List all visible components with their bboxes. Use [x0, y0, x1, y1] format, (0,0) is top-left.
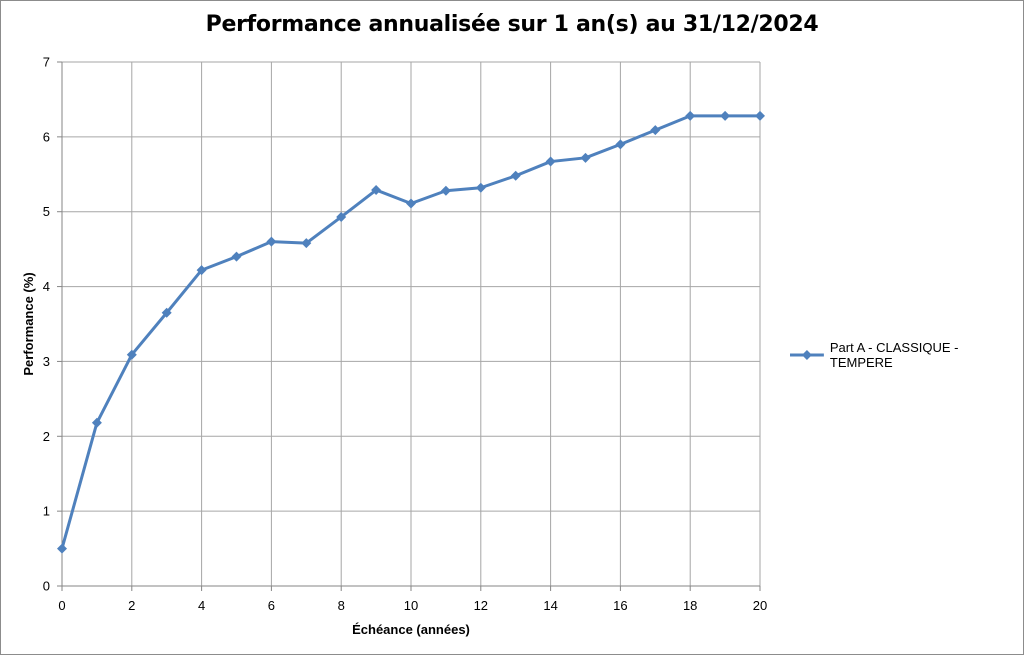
data-point-marker — [336, 211, 347, 222]
data-point-marker — [510, 170, 521, 181]
data-point-marker — [755, 110, 765, 121]
data-point-marker — [57, 543, 67, 554]
legend-series-label: Part A - CLASSIQUE - TEMPERE — [829, 340, 959, 370]
data-point-marker — [371, 185, 382, 196]
data-point-marker — [475, 182, 486, 193]
x-tick-label: 10 — [404, 598, 418, 613]
data-point-marker — [720, 110, 731, 121]
y-tick-label: 3 — [43, 354, 50, 369]
data-point-marker — [440, 185, 451, 196]
y-tick-label: 0 — [43, 579, 50, 594]
x-axis-title: Échéance (années) — [352, 622, 470, 637]
y-axis-title: Performance (%) — [21, 272, 36, 375]
data-point-marker — [126, 349, 137, 360]
data-point-marker — [266, 236, 277, 247]
x-tick-label: 20 — [753, 598, 767, 613]
x-tick-label: 8 — [338, 598, 345, 613]
data-point-marker — [685, 110, 696, 121]
legend: Part A - CLASSIQUE - TEMPERE — [790, 340, 1024, 370]
y-tick-label: 2 — [43, 429, 50, 444]
data-point-marker — [615, 139, 626, 150]
y-tick-label: 7 — [43, 55, 50, 70]
chart-title: Performance annualisée sur 1 an(s) au 31… — [205, 12, 819, 37]
data-point-marker — [91, 417, 102, 428]
x-tick-label: 0 — [58, 598, 65, 613]
data-point-marker — [196, 265, 207, 276]
x-tick-label: 12 — [474, 598, 488, 613]
x-tick-label: 4 — [198, 598, 205, 613]
data-point-marker — [161, 307, 172, 318]
x-tick-label: 6 — [268, 598, 275, 613]
x-tick-label: 16 — [613, 598, 627, 613]
x-tick-label: 14 — [543, 598, 557, 613]
x-tick-label: 2 — [128, 598, 135, 613]
x-tick-label: 18 — [683, 598, 697, 613]
data-point-marker — [231, 251, 242, 262]
data-point-marker — [301, 238, 312, 249]
data-point-marker — [580, 152, 591, 163]
data-point-marker — [406, 198, 416, 209]
y-tick-label: 5 — [43, 204, 50, 219]
y-tick-label: 6 — [43, 129, 50, 144]
y-tick-label: 1 — [43, 504, 50, 519]
data-point-marker — [545, 156, 556, 167]
y-tick-label: 4 — [43, 279, 50, 294]
data-point-marker — [650, 125, 661, 136]
legend-series-marker — [790, 350, 824, 360]
